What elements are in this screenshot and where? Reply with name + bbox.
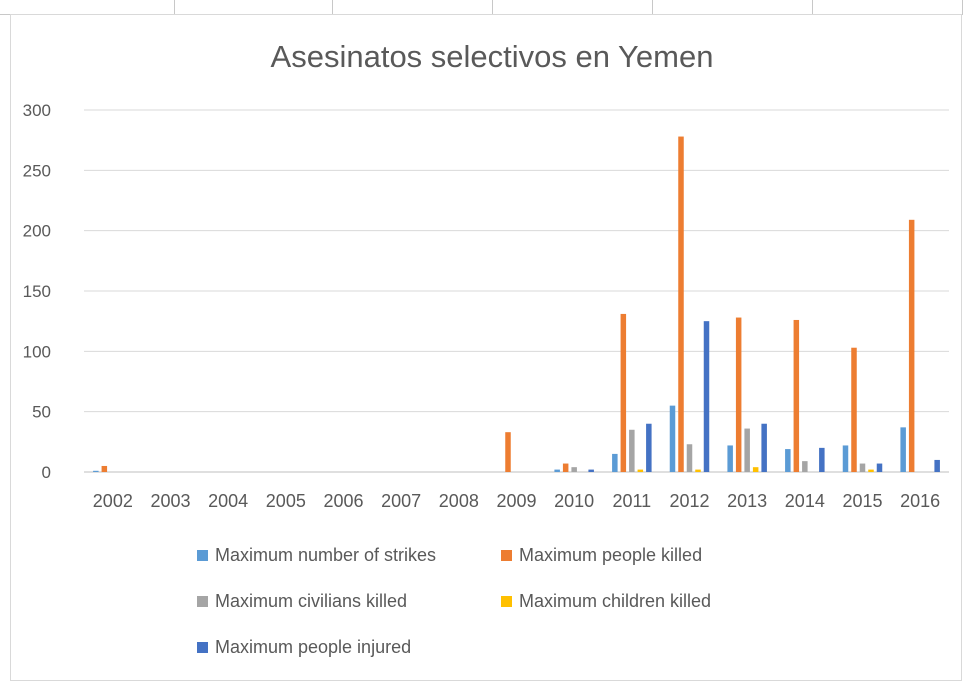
bar <box>695 469 701 472</box>
spreadsheet-cell <box>653 0 813 14</box>
bar <box>678 136 684 472</box>
x-tick-label: 2013 <box>727 491 767 511</box>
y-tick-label: 250 <box>23 161 51 180</box>
bar <box>761 423 767 472</box>
x-tick-label: 2009 <box>496 491 536 511</box>
bar <box>629 429 635 472</box>
spreadsheet-cell <box>175 0 333 14</box>
y-tick-label: 300 <box>23 101 51 120</box>
bar <box>785 449 791 472</box>
bar <box>620 313 627 472</box>
legend-item: Maximum number of strikes <box>197 543 436 567</box>
bar <box>93 470 99 472</box>
legend-swatch <box>501 595 512 607</box>
y-tick-label: 200 <box>23 222 51 241</box>
x-tick-label: 2003 <box>150 491 190 511</box>
y-tick-label: 150 <box>23 282 51 301</box>
legend-swatch <box>197 595 208 607</box>
legend-swatch <box>501 549 512 561</box>
legend-item: Maximum civilians killed <box>197 589 407 613</box>
bar <box>571 467 577 472</box>
bar <box>859 463 866 472</box>
legend-item: Maximum children killed <box>501 589 711 613</box>
bar <box>669 405 676 472</box>
spreadsheet-cell <box>333 0 493 14</box>
spreadsheet-cell <box>0 0 175 14</box>
x-tick-label: 2008 <box>439 491 479 511</box>
x-tick-label: 2007 <box>381 491 421 511</box>
bar <box>562 463 569 472</box>
x-tick-label: 2012 <box>669 491 709 511</box>
bar <box>819 447 825 472</box>
legend-label: Maximum children killed <box>519 590 712 611</box>
bar <box>868 469 874 472</box>
legend-swatch <box>197 641 208 653</box>
bar <box>744 428 750 472</box>
x-tick-label: 2004 <box>208 491 248 511</box>
bar <box>637 469 644 472</box>
bar <box>842 445 849 472</box>
bar <box>908 219 915 472</box>
bar <box>101 465 108 472</box>
legend-item: Maximum people injured <box>197 635 411 659</box>
bar <box>802 461 808 472</box>
spreadsheet-cell <box>493 0 653 14</box>
x-tick-label: 2015 <box>842 491 882 511</box>
bar <box>554 469 560 472</box>
chart-area[interactable]: Asesinatos selectivos en Yemen 0 50 100 150… <box>10 14 962 681</box>
bar <box>793 319 800 472</box>
spreadsheet-cell <box>813 0 963 14</box>
chart-title: Asesinatos selectivos en Yemen <box>271 39 714 74</box>
bar <box>900 427 906 472</box>
legend-label: Maximum people killed <box>519 544 703 565</box>
bar <box>851 347 857 472</box>
x-tick-label: 2002 <box>93 491 133 511</box>
legend-label: Maximum people injured <box>215 636 412 657</box>
spreadsheet-row-strip <box>0 0 963 15</box>
legend-label: Maximum civilians killed <box>215 590 408 611</box>
bar <box>588 469 594 472</box>
legend-swatch <box>197 549 208 561</box>
x-tick-label: 2006 <box>323 491 363 511</box>
bar <box>686 444 693 472</box>
x-tick-label: 2016 <box>900 491 940 511</box>
bar <box>727 445 733 472</box>
x-tick-label: 2005 <box>266 491 306 511</box>
x-tick-label: 2011 <box>612 491 651 511</box>
bar <box>505 432 511 472</box>
bar <box>934 459 940 472</box>
chart-plot: Asesinatos selectivos en Yemen 0 50 100 150… <box>23 39 949 511</box>
legend-label: Maximum number of strikes <box>215 544 437 565</box>
x-tick-label: 2014 <box>785 491 825 511</box>
bar <box>703 321 710 472</box>
x-tick-label: 2010 <box>554 491 594 511</box>
y-tick-label: 100 <box>23 342 51 361</box>
y-tick-label: 50 <box>32 403 51 422</box>
bar <box>735 317 742 472</box>
bar <box>876 463 883 472</box>
bar <box>646 423 652 472</box>
legend-item: Maximum people killed <box>501 543 702 567</box>
bar <box>752 467 759 472</box>
bar <box>612 453 618 472</box>
y-tick-label: 0 <box>42 463 51 482</box>
